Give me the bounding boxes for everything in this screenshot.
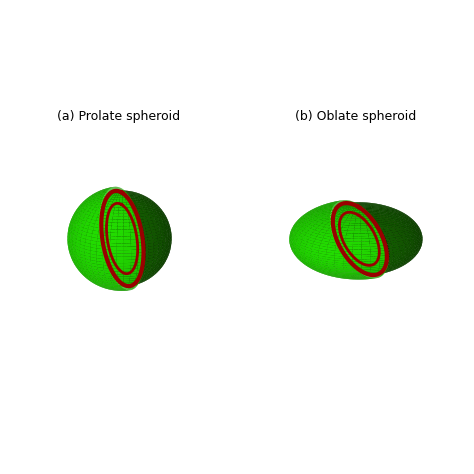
Title: (a) Prolate spheroid: (a) Prolate spheroid (57, 110, 180, 123)
Title: (b) Oblate spheroid: (b) Oblate spheroid (295, 110, 416, 123)
